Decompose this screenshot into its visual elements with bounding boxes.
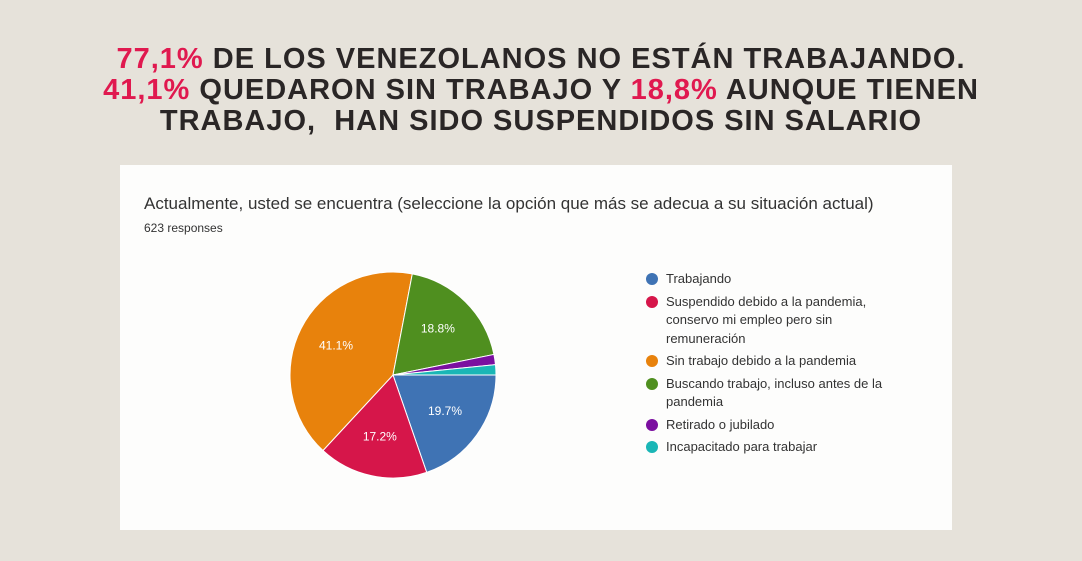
legend-marker <box>646 418 658 431</box>
slice-label: 18.8% <box>421 322 455 336</box>
slice-label: 41.1% <box>319 338 353 352</box>
chart-subtitle: 623 responses <box>144 221 223 235</box>
legend-item: Incapacitado para trabajar <box>646 438 896 457</box>
legend-marker <box>646 377 658 390</box>
headline-text: QUEDARON SIN TRABAJO Y <box>190 74 631 106</box>
pie-chart: 19.7% 17.2% 41.1% 18.8% <box>289 271 497 479</box>
pie-slice <box>392 273 495 376</box>
headline-text: DE LOS VENEZOLANOS NO ESTÁN TRABAJANDO. <box>203 43 966 75</box>
legend-label: Retirado o jubilado <box>666 416 775 432</box>
headline-highlight: 18,8% <box>630 74 718 106</box>
headline-text: TRABAJO, HAN SIDO SUSPENDIDOS SIN SALARI… <box>159 105 923 137</box>
legend-item: Retirado o jubilado <box>646 416 896 435</box>
slice-label: 17.2% <box>363 430 397 444</box>
legend-marker <box>646 295 658 308</box>
pie-slice <box>392 364 497 376</box>
headline-line: TRABAJO, HAN SIDO SUSPENDIDOS SIN SALARI… <box>0 106 1082 137</box>
legend-item: Sin trabajo debido a la pandemia <box>646 352 896 371</box>
legend-label: Trabajando <box>666 271 732 286</box>
legend-label: Buscando trabajo, incluso antes de la pa… <box>666 375 883 410</box>
headline-line: 77,1% DE LOS VENEZOLANOS NO ESTÁN TRABAJ… <box>0 44 1082 75</box>
pie-slice <box>289 271 413 452</box>
legend-marker <box>646 273 658 285</box>
legend-label: Sin trabajo debido a la pandemia <box>666 353 857 368</box>
headline: 77,1% DE LOS VENEZOLANOS NO ESTÁN TRABAJ… <box>0 44 1082 137</box>
legend-item: Buscando trabajo, incluso antes de la pa… <box>646 375 896 412</box>
slice-label: 19.7% <box>428 404 462 418</box>
legend-item: Suspendido debido a la pandemia, conserv… <box>646 293 896 349</box>
legend-marker <box>646 441 658 453</box>
headline-highlight: 77,1% <box>116 43 204 75</box>
pie-slice <box>322 374 428 479</box>
legend-marker <box>646 355 658 367</box>
chart-title: Actualmente, usted se encuentra (selecci… <box>144 194 874 213</box>
legend-label: Incapacitado para trabajar <box>666 439 818 454</box>
legend-label: Suspendido debido a la pandemia, conserv… <box>666 293 867 346</box>
headline-text: AUNQUE TIENEN <box>717 74 979 106</box>
legend-item: Trabajando <box>646 270 896 289</box>
chart-card: Actualmente, usted se encuentra (selecci… <box>120 165 952 530</box>
headline-line: 41,1% QUEDARON SIN TRABAJO Y 18,8% AUNQU… <box>0 75 1082 106</box>
headline-highlight: 41,1% <box>103 74 191 106</box>
legend: Trabajando Suspendido debido a la pandemi… <box>646 270 896 461</box>
